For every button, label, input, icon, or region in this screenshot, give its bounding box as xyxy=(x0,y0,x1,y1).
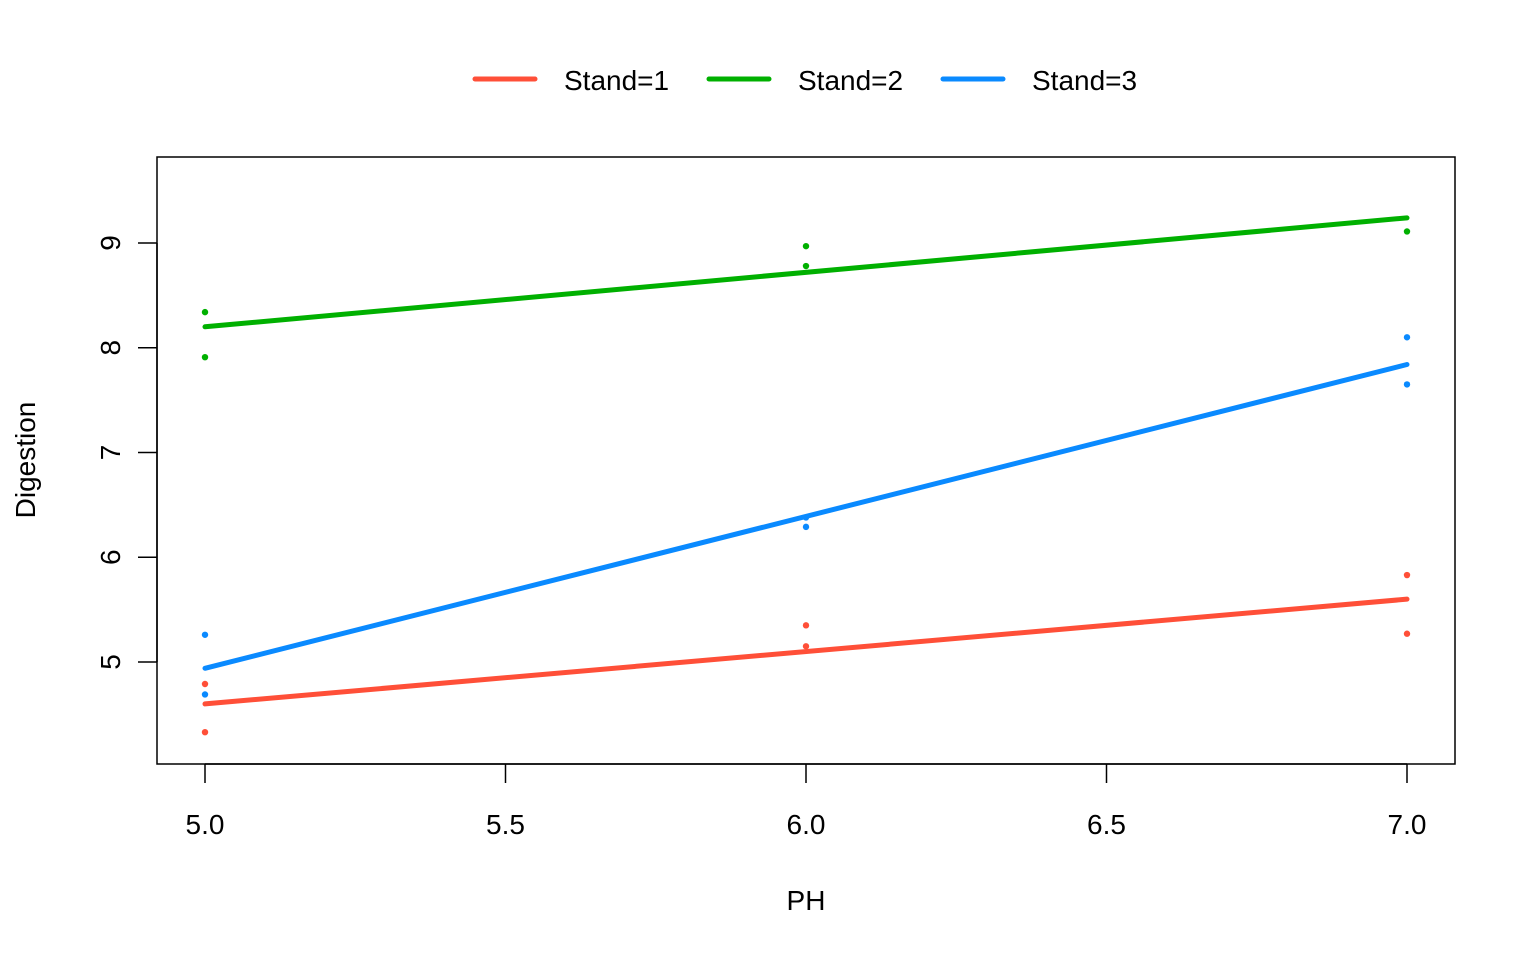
y-tick-label: 7 xyxy=(95,445,126,461)
x-tick-label: 7.0 xyxy=(1388,809,1427,840)
legend-label: Stand=1 xyxy=(564,65,669,96)
legend-item-2: Stand=2 xyxy=(706,65,903,96)
data-point xyxy=(802,622,810,629)
legend-item-3: Stand=3 xyxy=(940,65,1137,96)
x-tick-label: 6.0 xyxy=(787,809,826,840)
y-tick-label: 8 xyxy=(95,340,126,356)
data-point xyxy=(1403,571,1411,579)
data-point xyxy=(1403,334,1411,341)
y-tick-label: 9 xyxy=(95,235,126,251)
data-point xyxy=(1403,228,1411,235)
legend-label: Stand=2 xyxy=(798,65,903,96)
series-2 xyxy=(201,215,1411,361)
data-point xyxy=(201,308,209,316)
series-1 xyxy=(201,571,1411,736)
x-tick-label: 5.0 xyxy=(186,809,225,840)
x-tick-label: 6.5 xyxy=(1087,809,1126,840)
data-point xyxy=(802,523,810,531)
data-point xyxy=(802,242,810,250)
data-point xyxy=(201,353,209,361)
legend: Stand=1 Stand=2 Stand=3 xyxy=(472,65,1137,96)
x-axis: 5.0 5.5 6.0 6.5 7.0 xyxy=(186,763,1427,840)
series-layer xyxy=(201,215,1411,736)
fit-line xyxy=(202,596,1410,707)
data-point xyxy=(802,262,810,270)
y-tick-label: 5 xyxy=(95,654,126,670)
x-tick-label: 5.5 xyxy=(486,809,525,840)
data-point xyxy=(201,728,209,736)
data-point xyxy=(201,680,209,688)
y-axis-label: Digestion xyxy=(10,402,41,519)
series-3 xyxy=(201,334,1411,698)
legend-label: Stand=3 xyxy=(1032,65,1137,96)
y-tick-label: 6 xyxy=(95,549,126,565)
data-point xyxy=(802,514,810,521)
data-point xyxy=(1403,381,1411,388)
data-point xyxy=(802,643,810,650)
y-axis: 5 6 7 8 9 xyxy=(95,235,158,670)
data-point xyxy=(201,631,209,638)
fit-line xyxy=(202,215,1410,330)
data-point xyxy=(201,691,209,698)
data-point xyxy=(1403,630,1411,637)
x-axis-label: PH xyxy=(787,885,826,916)
legend-item-1: Stand=1 xyxy=(472,65,669,96)
